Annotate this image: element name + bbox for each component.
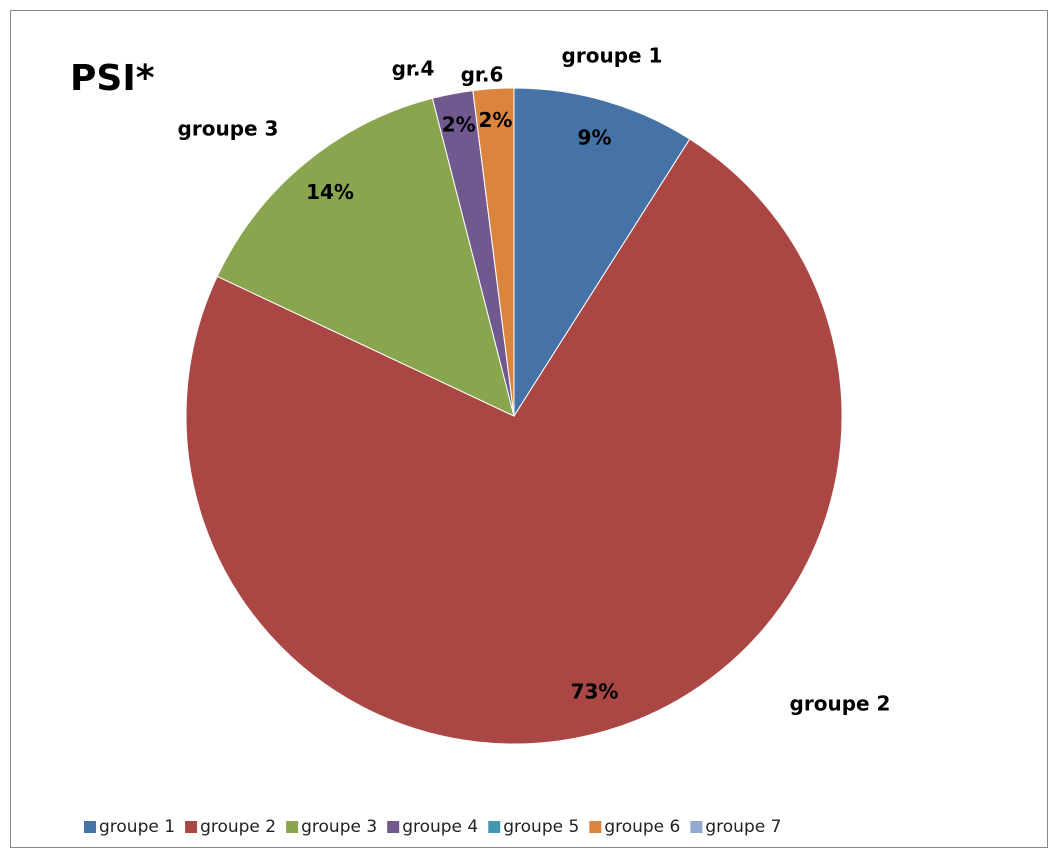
legend-label: groupe 6 <box>604 817 680 837</box>
legend-swatch <box>488 821 501 833</box>
slice-label: groupe 3 <box>178 117 279 141</box>
legend-swatch <box>589 821 602 833</box>
pie-slice <box>513 87 691 418</box>
value-label: 9% <box>578 125 612 149</box>
slice-label: gr.4 <box>392 57 435 81</box>
legend-swatch <box>185 821 198 833</box>
legend-label: groupe 2 <box>200 817 276 837</box>
value-label: 2% <box>442 113 476 137</box>
legend-label: groupe 5 <box>503 817 579 837</box>
legend-swatch <box>286 821 299 833</box>
value-label: 73% <box>571 680 619 704</box>
slice-label: groupe 1 <box>562 44 663 68</box>
legend-swatch <box>690 821 703 833</box>
legend-swatch <box>387 821 400 833</box>
value-label: 2% <box>478 108 512 132</box>
slice-label: groupe 2 <box>790 692 891 716</box>
pie-slice <box>216 97 515 417</box>
legend-swatch <box>84 821 96 833</box>
value-label: 14% <box>306 180 354 204</box>
legend-label: groupe 1 <box>99 817 175 837</box>
legend-label: groupe 7 <box>705 817 781 837</box>
slice-label: gr.6 <box>461 63 504 87</box>
legend-label: groupe 3 <box>301 817 377 837</box>
pie-slice <box>185 138 843 745</box>
legend-label: groupe 4 <box>402 817 478 837</box>
chart-title: PSI* <box>70 58 155 99</box>
